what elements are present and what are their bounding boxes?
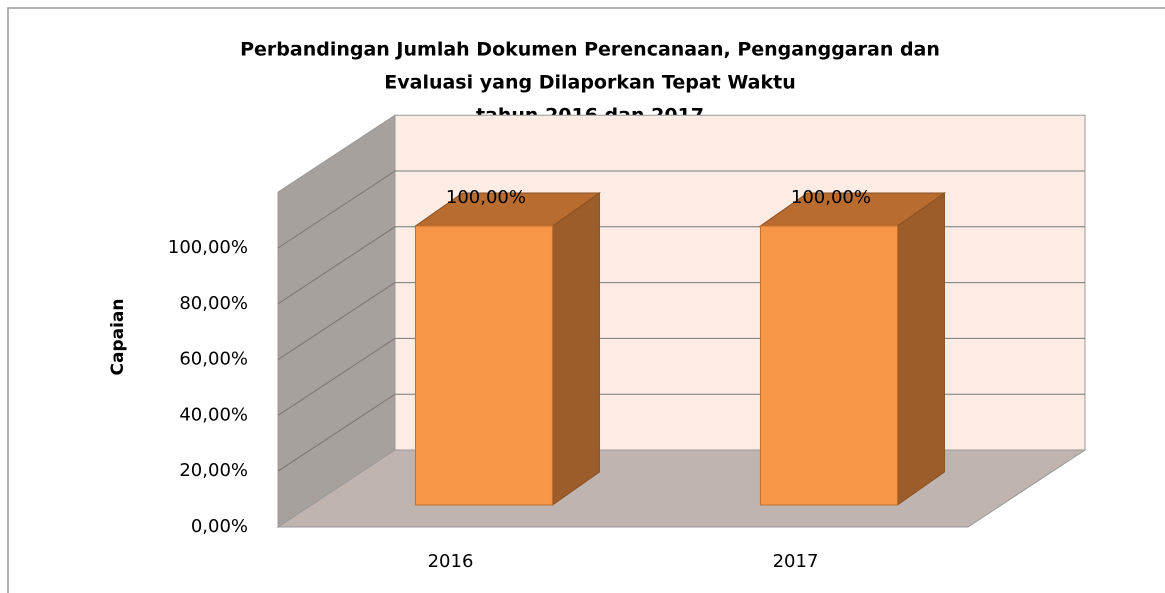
y-tick-label: 20,00% <box>179 460 248 481</box>
value-label: 100,00% <box>446 187 526 208</box>
bar <box>759 225 898 506</box>
y-tick-label: 100,00% <box>168 237 248 258</box>
y-tick-label: 40,00% <box>179 404 248 425</box>
y-axis-label: Capaian <box>108 299 128 376</box>
y-tick-label: 80,00% <box>179 293 248 314</box>
bar-side <box>551 192 600 506</box>
y-tick-label: 0,00% <box>191 516 248 537</box>
floor <box>276 449 1087 528</box>
chart-frame <box>7 7 1165 593</box>
bar <box>414 225 553 506</box>
value-label: 100,00% <box>791 187 871 208</box>
y-tick-label: 60,00% <box>179 349 248 370</box>
x-tick-label: 2017 <box>773 551 819 572</box>
chart-title: Evaluasi yang Dilaporkan Tepat Waktu <box>384 72 795 94</box>
bar-side <box>896 192 945 506</box>
x-tick-label: 2016 <box>428 551 474 572</box>
grid-line <box>277 170 1085 249</box>
chart-title: Perbandingan Jumlah Dokumen Perencanaan,… <box>240 39 940 61</box>
